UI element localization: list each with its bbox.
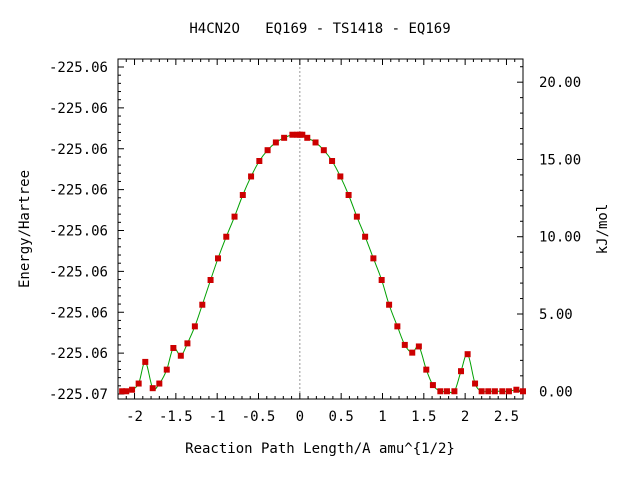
data-point — [485, 388, 492, 395]
x-axis-label: Reaction Path Length/A amu^{1/2} — [185, 441, 455, 457]
data-point — [401, 341, 408, 348]
y-left-tick-label: -225.06 — [49, 346, 108, 362]
y-right-axis-ticks: 0.00 5.00 10.00 15.00 20.00 — [517, 66, 581, 400]
data-point — [177, 352, 184, 359]
y-right-tick-label: 15.00 — [539, 152, 581, 168]
x-tick-label: 2.5 — [494, 409, 519, 425]
y-right-tick-label: 5.00 — [539, 307, 573, 323]
data-point — [191, 323, 198, 330]
x-tick-label: -1.5 — [159, 409, 193, 425]
data-point — [199, 301, 206, 308]
x-tick-label: 1.5 — [411, 409, 436, 425]
data-point — [513, 386, 520, 393]
y-left-tick-label: -225.06 — [49, 60, 108, 76]
data-point — [207, 277, 214, 283]
data-point — [451, 388, 458, 395]
data-point — [256, 158, 263, 164]
y-left-tick-label: -225.06 — [49, 305, 108, 321]
data-point — [320, 147, 327, 154]
y-right-tick-label: 10.00 — [539, 230, 581, 246]
data-point — [429, 382, 436, 389]
x-tick-label: 0 — [296, 409, 304, 425]
data-point — [353, 213, 360, 220]
data-point — [215, 255, 222, 262]
data-point — [149, 385, 156, 392]
data-point — [142, 358, 149, 365]
x-tick-label: -2 — [126, 409, 143, 425]
data-point — [129, 386, 136, 393]
data-point — [337, 173, 344, 180]
y-left-tick-label: -225.06 — [49, 183, 108, 199]
data-point — [170, 345, 177, 351]
data-point — [281, 134, 288, 141]
data-point — [505, 388, 512, 395]
data-point — [289, 131, 296, 138]
data-point — [272, 139, 279, 146]
data-point — [362, 233, 369, 240]
data-point — [223, 233, 230, 240]
y-right-tick-label: 0.00 — [539, 384, 573, 400]
data-point — [184, 340, 191, 347]
y-left-tick-label: -225.06 — [49, 142, 108, 158]
data-point — [264, 147, 271, 154]
data-point — [491, 388, 498, 395]
data-point — [443, 388, 450, 395]
data-point — [370, 255, 377, 262]
chart-title: H4CN2O EQ169 - TS1418 - EQ169 — [189, 21, 450, 37]
x-tick-label: 2 — [461, 409, 469, 425]
y-left-tick-label: -225.06 — [49, 264, 108, 280]
data-points — [119, 131, 526, 395]
x-axis-ticks: -2 -1.5 -1 -0.5 0 0.5 1 1.5 2 2.5 — [125, 59, 519, 425]
data-point — [437, 388, 444, 395]
data-point — [304, 134, 311, 141]
data-point — [378, 277, 385, 283]
data-point — [135, 380, 142, 387]
data-point — [123, 388, 130, 395]
data-point — [163, 366, 170, 373]
y-right-axis-label: kJ/mol — [595, 204, 611, 255]
data-point — [345, 192, 352, 198]
data-point — [248, 173, 255, 180]
x-tick-label: 1 — [378, 409, 386, 425]
data-point — [464, 351, 471, 358]
data-point — [520, 388, 526, 395]
data-point — [329, 158, 336, 164]
data-point — [312, 139, 319, 146]
data-point — [423, 366, 430, 373]
data-point — [156, 380, 163, 387]
plot-area: -2 -1.5 -1 -0.5 0 0.5 1 1.5 2 2.5 -225.07-225.06-… — [49, 58, 581, 425]
data-point — [239, 192, 246, 198]
data-point — [472, 380, 479, 387]
y-left-tick-label: -225.06 — [49, 224, 108, 240]
y-left-axis-ticks: -225.07 -225.06 -225.06 -225.06 -225.06 -225.… — [49, 60, 124, 403]
y-left-tick-label: -225.07 — [49, 387, 108, 403]
y-right-tick-label: 20.00 — [539, 75, 581, 91]
x-tick-label: 0.5 — [329, 409, 354, 425]
data-point — [299, 131, 306, 138]
data-point — [231, 213, 238, 220]
data-point — [386, 301, 393, 308]
y-left-tick-label: -225.06 — [49, 101, 108, 117]
data-point — [409, 349, 416, 356]
x-tick-label: -0.5 — [242, 409, 276, 425]
data-point — [458, 368, 465, 375]
data-point — [499, 388, 506, 395]
plot-frame — [117, 58, 524, 400]
data-point — [415, 343, 422, 350]
y-left-axis-label: Energy/Hartree — [17, 170, 33, 288]
data-point — [478, 388, 485, 395]
data-point — [394, 323, 401, 330]
x-tick-label: -1 — [209, 409, 226, 425]
